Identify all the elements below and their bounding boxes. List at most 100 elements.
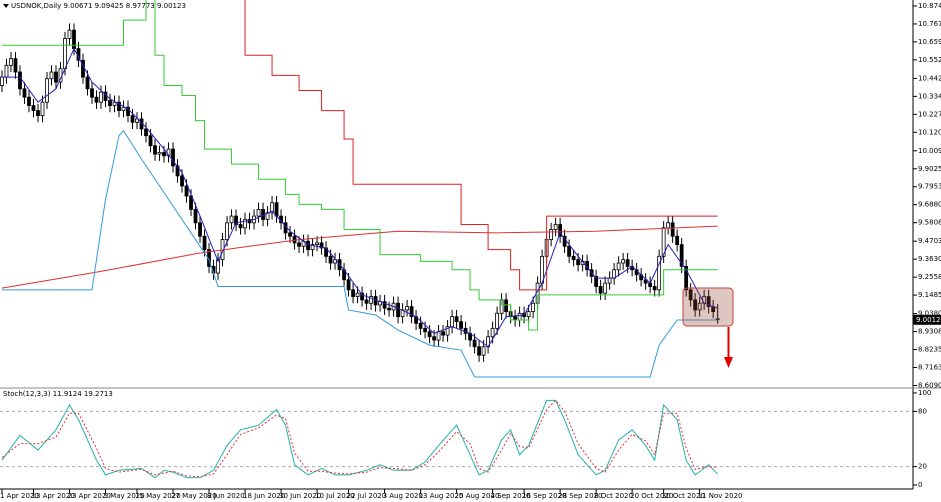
- candle-body: [567, 245, 572, 257]
- candle-body: [594, 276, 599, 287]
- y-tick-label: 8.71630: [918, 364, 941, 372]
- candle-body: [171, 148, 175, 167]
- y-tick-label: 8.60905: [918, 381, 941, 389]
- candle-body: [346, 279, 351, 291]
- y-tick-label: 100: [918, 389, 931, 397]
- candle-body: [4, 64, 9, 78]
- y-tick-label: 9.03805: [918, 310, 941, 318]
- candle-body: [450, 316, 454, 328]
- y-tick-label: 10.87430: [918, 2, 941, 10]
- candle-body: [189, 195, 193, 210]
- y-tick-label: 9.25580: [918, 273, 941, 281]
- candle-body: [85, 76, 90, 90]
- x-tick-label: 20 Oct 2020: [630, 492, 673, 500]
- y-tick-label: 9.79530: [918, 183, 941, 191]
- candle-body: [270, 202, 274, 214]
- candle-body: [63, 38, 67, 70]
- candle-body: [616, 262, 621, 271]
- indicator-line: [1, 399, 718, 478]
- indicator-line: [1, 47, 718, 348]
- candle-body: [108, 100, 112, 106]
- candle-body: [670, 222, 675, 237]
- candle-body: [49, 71, 54, 80]
- x-tick-label: 11 Nov 2020: [698, 492, 743, 500]
- candle-body: [18, 71, 22, 90]
- candle-body: [490, 327, 495, 338]
- candle-body: [234, 215, 238, 225]
- candle-body: [427, 331, 432, 338]
- candle-body: [643, 279, 648, 284]
- candle-body: [396, 302, 400, 318]
- indicator-line: [1, 129, 718, 378]
- candle-body: [382, 301, 387, 309]
- candle-body: [607, 277, 612, 284]
- candle-body: [184, 185, 189, 197]
- candle-body: [477, 346, 481, 356]
- candle-body: [319, 242, 324, 249]
- candle-body: [603, 282, 608, 294]
- arrow-head: [724, 357, 733, 368]
- candle-body: [621, 259, 626, 264]
- y-tick-label: 0: [918, 481, 922, 489]
- x-tick-label: 23 Apr 2020: [67, 492, 110, 500]
- highlight-box: [682, 287, 734, 327]
- candle-body: [571, 255, 576, 261]
- candle-body: [162, 152, 166, 157]
- stoch-plot: [0, 399, 913, 479]
- y-tick-label: 8.82355: [918, 346, 941, 354]
- candle-body: [432, 336, 436, 341]
- y-tick-label: 9.58080: [918, 219, 941, 227]
- candle-body: [99, 91, 103, 103]
- candle-body: [121, 106, 126, 111]
- candle-body: [405, 306, 409, 311]
- x-tick-label: 1 Apr 2020: [0, 492, 39, 500]
- candle-body: [517, 312, 522, 321]
- menu-arrow[interactable]: [3, 4, 9, 8]
- candle-body: [441, 331, 445, 336]
- candle-body: [9, 58, 13, 66]
- candle-body: [418, 322, 423, 329]
- last-price-label: 9.00123: [916, 316, 941, 324]
- x-tick-label: 25 Aug 2020: [455, 492, 500, 500]
- candle-body: [90, 88, 94, 98]
- candle-body: [454, 316, 459, 323]
- y-tick-label: 80: [918, 407, 927, 415]
- candle-body: [274, 202, 279, 217]
- candle-body: [31, 105, 36, 111]
- candle-body: [652, 286, 657, 291]
- candle-body: [112, 101, 117, 106]
- candle-body: [409, 306, 414, 318]
- candle-body: [306, 240, 310, 251]
- candle-body: [36, 110, 40, 116]
- candle-body: [697, 302, 702, 311]
- candle-body: [351, 289, 355, 297]
- y-tick-label: 10.76700: [918, 20, 941, 28]
- candle-body: [369, 296, 373, 304]
- candle-body: [67, 29, 72, 39]
- candle-body: [256, 209, 261, 217]
- candle-body: [40, 101, 45, 116]
- y-tick-label: 9.36305: [918, 255, 941, 263]
- candle-body: [72, 29, 76, 49]
- candle-body: [198, 222, 202, 237]
- candle-body: [706, 296, 711, 307]
- candle-body: [598, 286, 603, 294]
- candle-body: [216, 259, 220, 274]
- candle-body: [364, 299, 369, 304]
- candle-body: [549, 229, 554, 240]
- y-tick-label: 10.12030: [918, 128, 941, 136]
- indicator-line: [1, 225, 718, 289]
- candle-body: [553, 224, 558, 230]
- candle-body: [531, 302, 536, 313]
- x-tick-label: 22 Jul 2020: [347, 492, 387, 500]
- x-tick-label: 5 May 2020: [104, 492, 145, 500]
- candle-body: [328, 255, 333, 264]
- x-tick-label: 18 Jun 2020: [243, 492, 285, 500]
- last-price-box: [913, 314, 941, 325]
- candle-body: [661, 227, 666, 257]
- candle-body: [495, 312, 499, 329]
- candle-body: [513, 316, 518, 321]
